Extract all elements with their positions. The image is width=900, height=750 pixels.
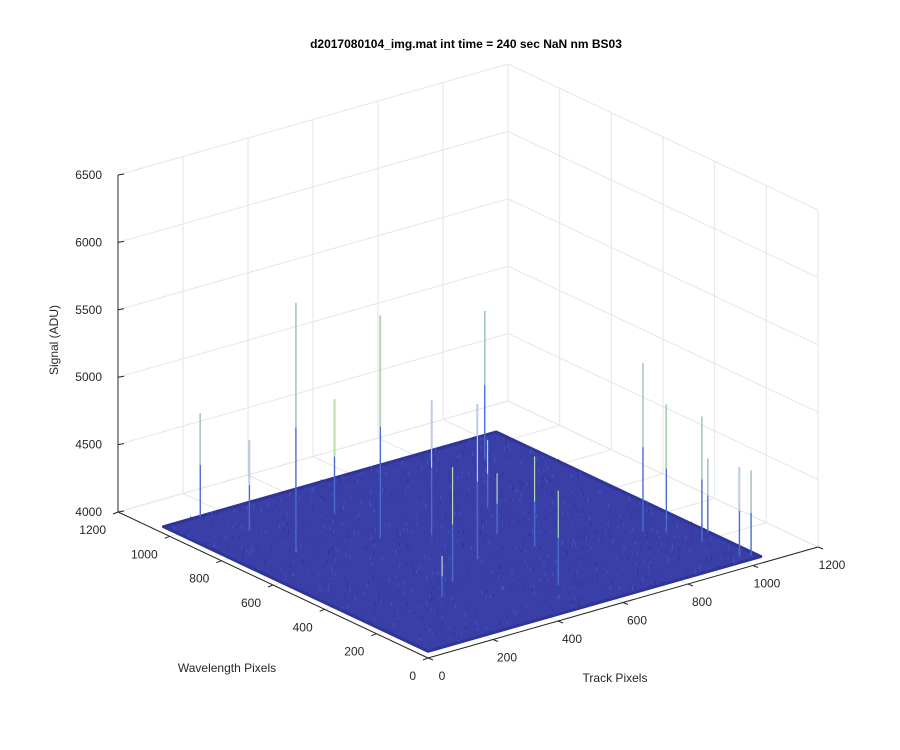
- wall-gridline-z: [117, 130, 509, 243]
- surface-sheet: [161, 430, 763, 653]
- y-tick-mark: [164, 535, 170, 539]
- side-gridline-z: [507, 130, 819, 278]
- z-tick-mark: [117, 173, 125, 176]
- x-tick-mark: [427, 657, 434, 661]
- x-tick-label: 1000: [754, 577, 781, 591]
- side-gridline-z: [507, 400, 819, 548]
- wall-gridline-z: [117, 198, 509, 311]
- wall-gridline-z: [117, 333, 509, 446]
- x-tick-mark: [492, 639, 499, 642]
- y-tick-mark: [112, 511, 119, 515]
- z-tick-mark: [117, 308, 125, 311]
- x-tick-mark: [817, 546, 824, 550]
- y-tick-mark: [371, 633, 377, 637]
- side-gridline-z: [507, 265, 819, 413]
- y-tick-label: 800: [189, 572, 209, 586]
- z-tick-mark: [117, 240, 125, 243]
- y-tick-label: 1000: [131, 547, 158, 561]
- y-axis-label: Wavelength Pixels: [178, 661, 276, 675]
- z-tick-mark: [117, 443, 125, 446]
- chart-title: d2017080104_img.mat int time = 240 sec N…: [310, 37, 622, 51]
- x-tick-mark: [557, 620, 564, 624]
- x-tick-label: 800: [692, 595, 712, 609]
- z-tick-label: 5000: [75, 370, 102, 384]
- side-gridline-z: [507, 198, 819, 346]
- z-tick-label: 5500: [75, 303, 102, 317]
- y-tick-mark: [319, 608, 325, 612]
- y-tick-label: 200: [344, 645, 364, 659]
- y-tick-mark: [422, 657, 429, 661]
- side-gridline-z: [507, 333, 819, 481]
- x-tick-label: 600: [627, 614, 647, 628]
- x-tick-mark: [687, 583, 694, 587]
- y-tick-mark: [216, 560, 222, 564]
- y-tick-label: 600: [241, 596, 261, 610]
- y-tick-mark: [267, 584, 274, 588]
- wall-gridline-z: [117, 400, 509, 513]
- z-tick-mark: [117, 375, 125, 378]
- axis-layer: 0 200 400 600 800 1000 1200 0 200 400 600 800 1000 12…: [75, 168, 845, 683]
- surface-layer: [161, 430, 763, 653]
- wall-gridline-z: [117, 265, 509, 378]
- wall-gridline-z: [117, 63, 509, 176]
- x-tick-mark: [622, 602, 629, 605]
- x-tick-label: 400: [562, 632, 582, 646]
- x-axis-label: Track Pixels: [583, 671, 648, 685]
- z-tick-label: 6000: [75, 235, 102, 249]
- z-tick-label: 4500: [75, 438, 102, 452]
- y-tick-label: 400: [293, 620, 313, 634]
- x-tick-label: 1200: [819, 558, 846, 572]
- y-tick-label: 1200: [79, 523, 106, 537]
- z-tick-mark: [117, 510, 125, 513]
- x-tick-label: 200: [497, 651, 517, 665]
- side-gridline-z: [507, 63, 819, 211]
- y-tick-label: 0: [409, 669, 416, 683]
- x-tick-mark: [752, 565, 759, 568]
- z-axis-label: Signal (ADU): [47, 305, 61, 375]
- spike-layer: [199, 302, 752, 597]
- z-tick-label: 4000: [75, 505, 102, 519]
- z-tick-label: 6500: [75, 168, 102, 182]
- x-tick-label: 0: [439, 669, 446, 683]
